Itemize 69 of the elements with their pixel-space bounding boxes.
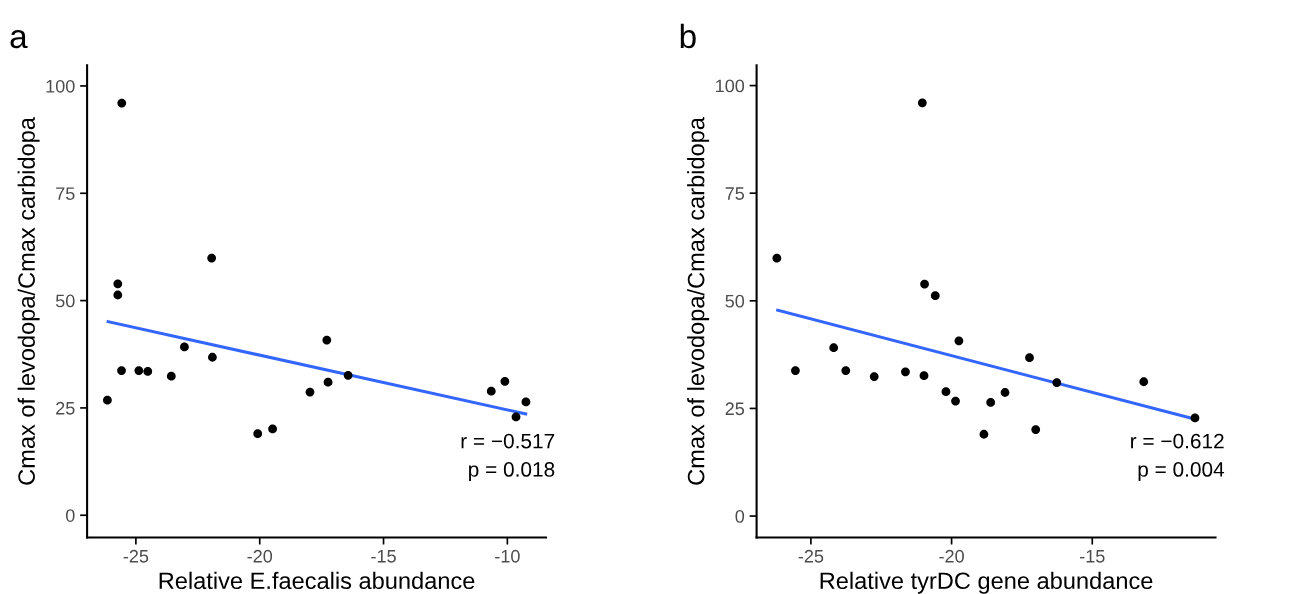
x-axis-title: Relative tyrDC gene abundance [820,571,1153,594]
y-tick-label: 0 [65,509,75,522]
point [113,290,123,300]
chart-title: a [10,29,28,49]
point [253,429,263,439]
point [1000,388,1010,397]
point [841,366,851,375]
point [1025,353,1034,363]
y-axis-title: Cmax of levodopa/Cmax carbidopa [687,117,710,485]
point [208,352,217,362]
annotation: p = 0.018 [469,462,555,481]
point [954,336,964,346]
point [919,371,929,381]
y-axis-title: Cmax of levodopa/Cmax carbidopa [17,117,40,485]
x-tick-label: -20 [939,549,964,563]
point [343,370,353,380]
point [500,376,510,386]
y-tick-label: 0 [735,509,745,523]
point [772,253,782,263]
y-tick-label: 25 [56,401,75,415]
y-tick-label: 75 [725,187,745,200]
point [979,429,989,439]
x-axis-title: Relative E.faecalis abundance [159,571,475,590]
annotation: r = −0.517 [461,433,555,449]
point [117,366,126,375]
chart-title: b [680,23,696,49]
point [791,366,800,375]
annotation: r = −0.612 [1131,433,1224,449]
point [134,366,144,375]
y-tick-label: 50 [725,294,745,308]
point [920,279,929,289]
point [1052,378,1062,387]
x-tick-label: -25 [123,549,149,563]
point [486,386,496,396]
point [207,253,217,263]
point [511,412,521,422]
point [521,397,531,407]
point [180,342,189,352]
y-tick-label: 75 [56,187,75,200]
point [1190,413,1200,423]
point [323,377,333,387]
point [986,398,996,407]
point [951,396,960,406]
point [143,367,153,376]
x-tick-label: -15 [371,550,396,563]
x-tick-label: -25 [798,549,824,563]
y-tick-label: 100 [716,79,745,93]
point [1139,377,1149,387]
point [117,98,127,108]
annotation: p = 0.004 [1138,462,1225,481]
y-tick-label: 100 [46,79,75,93]
y-tick-label: 25 [725,402,745,416]
x-tick-label: -20 [247,549,273,563]
point [1031,425,1041,434]
y-tick-label: 50 [55,294,75,308]
point [322,335,332,345]
point [103,395,112,405]
point [166,371,176,381]
point [901,367,910,377]
point [941,387,951,397]
point [113,279,123,289]
point [917,98,927,108]
point [869,372,879,381]
point [305,387,315,397]
point [268,424,277,434]
x-tick-label: -15 [1080,550,1105,563]
point [930,291,940,301]
x-tick-label: -10 [495,549,520,563]
point [829,343,839,353]
